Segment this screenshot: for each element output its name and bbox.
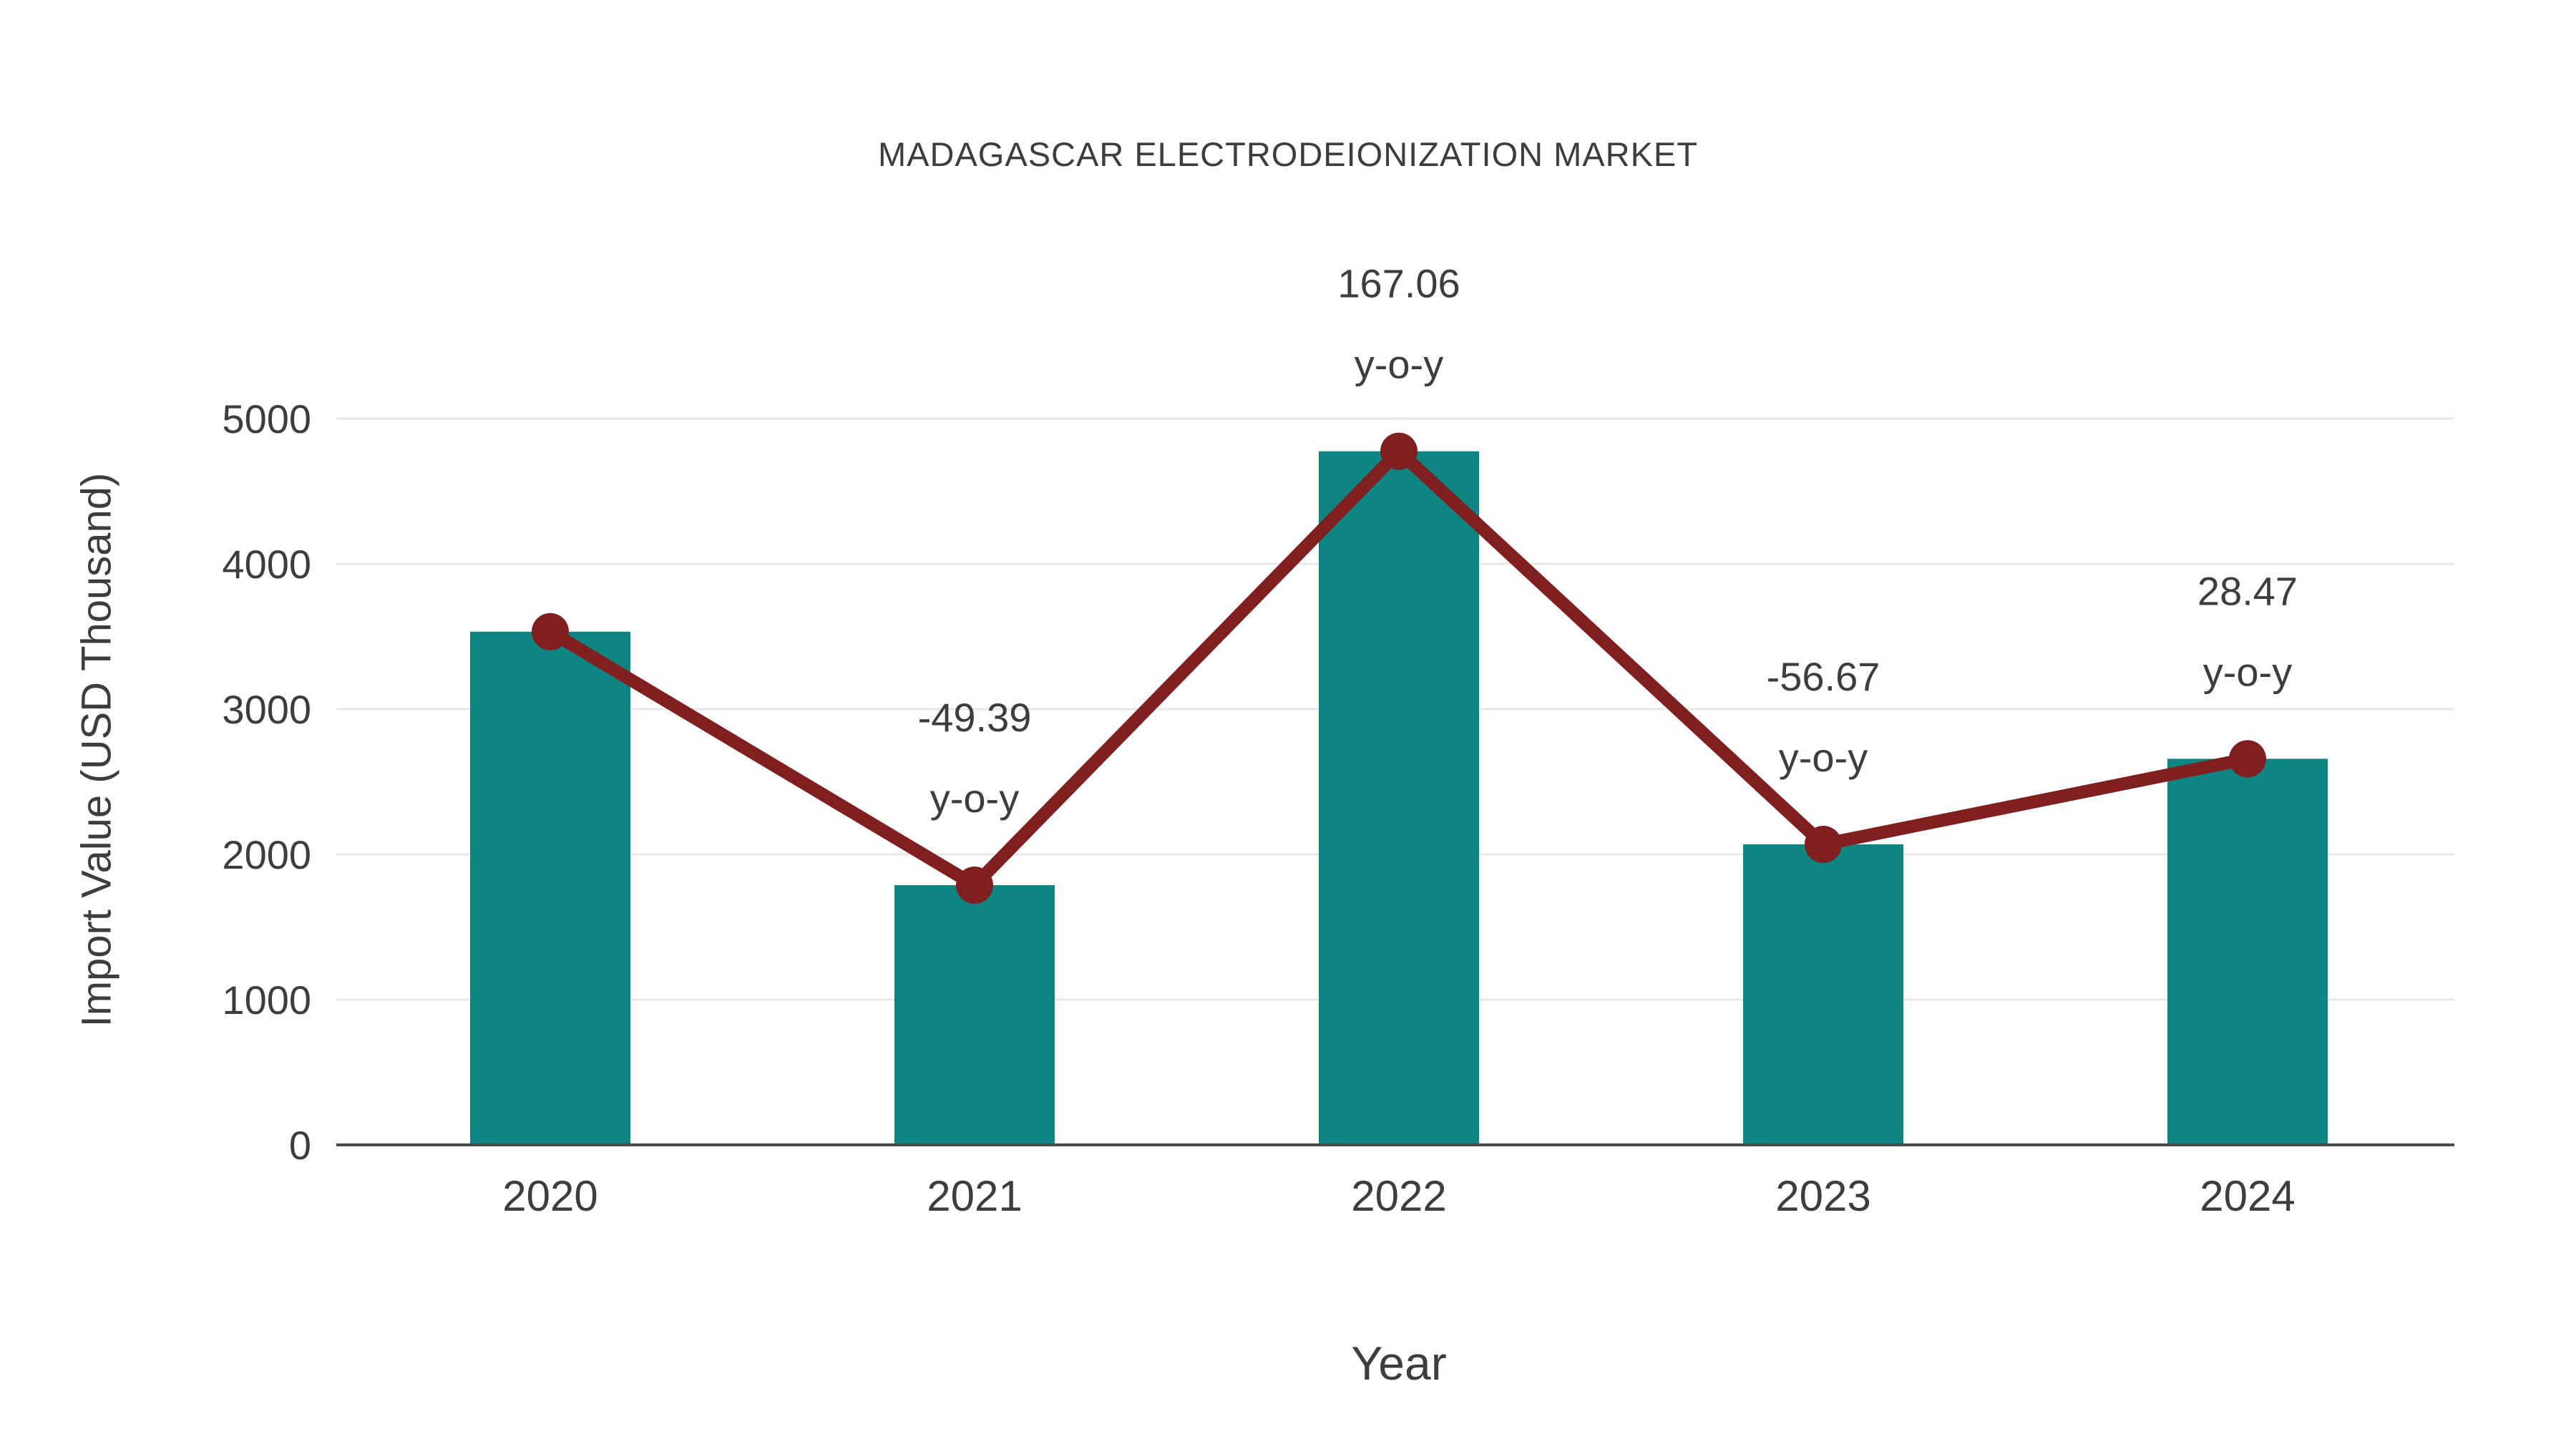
- bar-2020: [470, 631, 630, 1145]
- x-tick-label: 2022: [1351, 1172, 1446, 1220]
- yoy-annotation-label: y-o-y: [2203, 649, 2292, 694]
- bar-2021: [894, 885, 1055, 1145]
- yoy-annotation-value: -49.39: [918, 695, 1032, 740]
- bar-2024: [2167, 758, 2328, 1145]
- yoy-annotation-value: -56.67: [1767, 654, 1880, 699]
- x-tick-label: 2024: [2200, 1172, 2295, 1220]
- y-tick-label: 3000: [222, 687, 311, 732]
- yoy-annotation-label: y-o-y: [930, 776, 1019, 821]
- bar-2022: [1319, 451, 1479, 1145]
- y-tick-label: 1000: [222, 977, 311, 1023]
- yoy-annotation-value: 28.47: [2197, 568, 2298, 613]
- bar-2023: [1743, 844, 1903, 1145]
- x-tick-label: 2023: [1775, 1172, 1870, 1220]
- yoy-annotation-label: y-o-y: [1779, 735, 1868, 780]
- x-tick-label: 2020: [502, 1172, 597, 1220]
- y-tick-label: 0: [289, 1123, 311, 1168]
- x-tick-label: 2021: [927, 1172, 1022, 1220]
- y-tick-label: 2000: [222, 832, 311, 877]
- y-tick-label: 5000: [222, 396, 311, 441]
- trend-marker-2024: [2229, 740, 2266, 778]
- chart-title: MADAGASCAR ELECTRODEIONIZATION MARKET: [878, 135, 1698, 173]
- x-axis-title: Year: [1351, 1337, 1447, 1390]
- yoy-annotation-value: 167.06: [1337, 261, 1460, 306]
- y-tick-label: 4000: [222, 542, 311, 587]
- trend-marker-2021: [956, 867, 993, 904]
- trend-marker-2022: [1380, 432, 1418, 470]
- yoy-annotation-label: y-o-y: [1355, 342, 1443, 387]
- trend-marker-2023: [1805, 825, 1842, 863]
- trend-marker-2020: [532, 613, 569, 650]
